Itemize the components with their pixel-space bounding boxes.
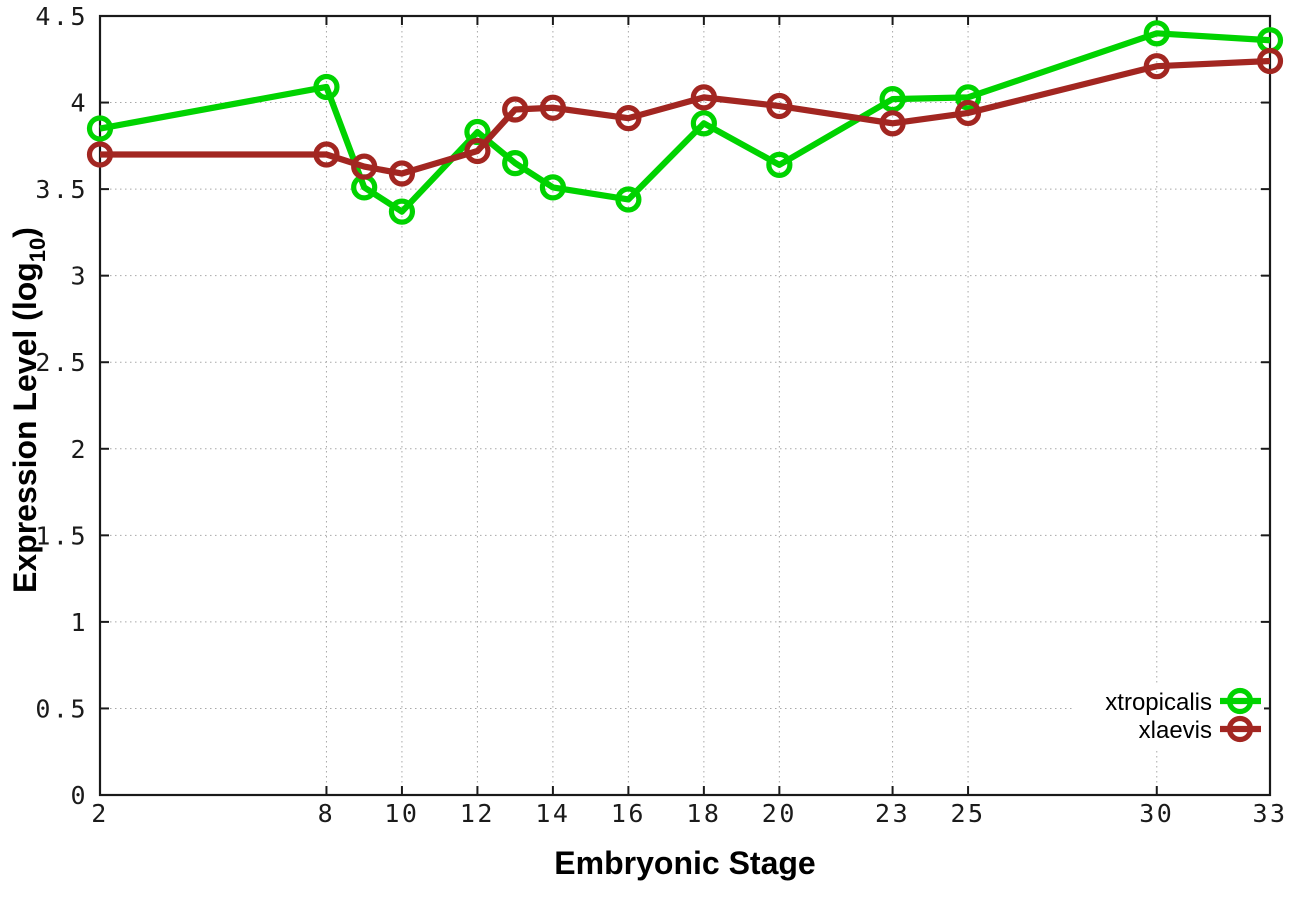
data-point-marker: [464, 137, 491, 165]
x-tick-label: 16: [611, 799, 646, 828]
data-point-marker: [879, 110, 906, 137]
x-tick-label: 2: [91, 799, 109, 828]
legend-item-xtropicalis: xtropicalis: [1105, 687, 1261, 716]
grid-layer: [100, 16, 1270, 795]
legend: xtropicalis xlaevis: [1072, 683, 1264, 751]
data-point-marker: [86, 141, 114, 168]
series-line: [99, 30, 1271, 215]
legend-label-xlaevis: xlaevis: [1139, 717, 1212, 744]
tick-marks-layer: [99, 15, 1271, 796]
y-tick-label: 2.5: [35, 348, 88, 377]
legend-marker-xlaevis: [1220, 715, 1261, 743]
data-point-marker: [766, 92, 793, 120]
x-tick-label: 10: [384, 799, 419, 828]
y-tick-label: 3.5: [35, 175, 88, 204]
y-tick-label: 1.5: [35, 521, 88, 550]
x-tick-label: 33: [1252, 799, 1287, 828]
data-point-marker: [615, 186, 642, 213]
data-point-marker: [1256, 47, 1284, 75]
data-point-marker: [690, 84, 717, 111]
x-axis-title: Embryonic Stage: [554, 845, 815, 881]
y-tick-label: 0.5: [35, 694, 88, 723]
x-tick-label: 14: [535, 799, 570, 828]
x-tick-label: 25: [951, 799, 986, 828]
data-point-marker: [313, 73, 340, 101]
y-axis-title-close: ): [7, 227, 43, 238]
data-point-marker: [351, 153, 378, 180]
y-tick-label: 1: [70, 608, 88, 637]
y-axis-title-main: Expression Level (log: [7, 262, 43, 593]
data-point-marker: [539, 94, 567, 121]
x-tick-label: 23: [875, 799, 910, 828]
series-layer: [86, 20, 1284, 225]
data-point-marker: [86, 115, 114, 142]
y-tick-label: 3: [70, 262, 88, 291]
data-point-marker: [690, 110, 717, 137]
x-tick-label: 12: [460, 799, 495, 828]
data-point-marker: [388, 160, 416, 187]
y-tick-label: 4.5: [35, 2, 88, 31]
plot-border: [98, 14, 1272, 797]
data-point-marker: [954, 99, 982, 127]
data-point-marker: [1143, 20, 1170, 47]
legend-item-xlaevis: xlaevis: [1139, 715, 1261, 744]
x-tick-label: 18: [686, 799, 721, 828]
x-tick-label: 8: [318, 799, 336, 828]
y-tick-label: 0: [70, 781, 88, 810]
x-tick-label: 20: [762, 799, 797, 828]
data-point-marker: [502, 96, 529, 123]
series-xlaevis: [86, 47, 1284, 187]
data-point-marker: [954, 84, 982, 111]
data-point-marker: [1143, 53, 1170, 80]
y-tick-labels: 0 0.5 1 1.5 2 2.5 3 3.5 4 4.5: [35, 2, 88, 810]
series-line: [100, 57, 1271, 177]
data-point-marker: [313, 141, 340, 168]
y-axis-title-subscript: 10: [25, 238, 50, 262]
data-point-marker: [388, 198, 416, 225]
data-point-marker: [615, 105, 642, 132]
y-tick-label: 4: [70, 89, 88, 118]
x-tick-labels: 2 8 10 12 14 16 18 20 23 25 30 33: [91, 799, 1287, 828]
data-point-marker: [502, 150, 529, 177]
legend-marker-xtropicalis: [1220, 687, 1261, 715]
y-tick-label: 2: [70, 435, 88, 464]
data-point-marker: [879, 85, 906, 113]
data-point-marker: [539, 174, 567, 201]
x-tick-label: 30: [1139, 799, 1174, 828]
series-xtropicalis: [86, 20, 1284, 225]
legend-label-xtropicalis: xtropicalis: [1105, 689, 1212, 716]
data-point-marker: [766, 151, 793, 178]
y-axis-title: Expression Level (log10): [7, 227, 50, 593]
